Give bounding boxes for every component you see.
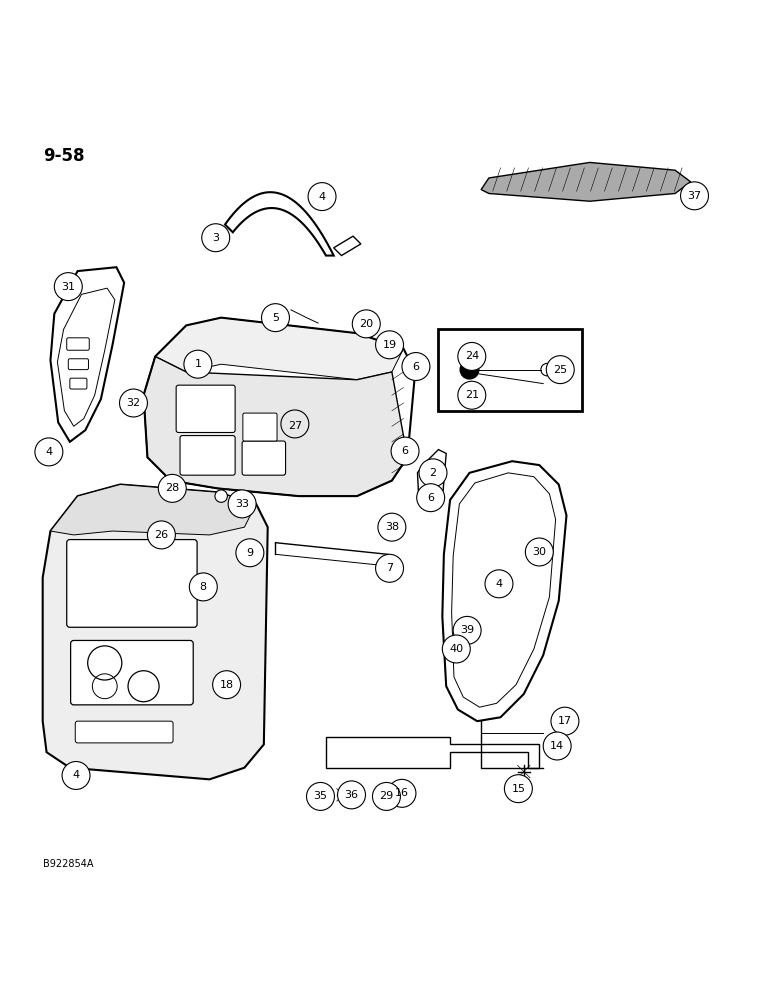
Text: 24: 24 — [465, 351, 479, 361]
Text: 3: 3 — [212, 233, 220, 243]
Text: 4: 4 — [72, 770, 80, 780]
Text: 9-58: 9-58 — [43, 147, 84, 165]
Circle shape — [215, 490, 227, 502]
Polygon shape — [481, 162, 691, 201]
Circle shape — [62, 762, 90, 789]
Circle shape — [504, 775, 532, 803]
Circle shape — [308, 183, 336, 211]
Text: 9: 9 — [246, 548, 254, 558]
Text: 6: 6 — [427, 493, 435, 503]
Text: 21: 21 — [465, 390, 479, 400]
Circle shape — [202, 224, 230, 252]
Text: 15: 15 — [511, 784, 525, 794]
Text: 38: 38 — [385, 522, 399, 532]
Text: 25: 25 — [553, 365, 567, 375]
Text: 4: 4 — [495, 579, 503, 589]
Circle shape — [467, 622, 480, 634]
Text: 26: 26 — [154, 530, 168, 540]
Circle shape — [458, 342, 486, 370]
Circle shape — [189, 573, 217, 601]
Text: 14: 14 — [550, 741, 564, 751]
Polygon shape — [155, 318, 404, 380]
Circle shape — [376, 331, 404, 359]
Circle shape — [681, 182, 708, 210]
Text: 35: 35 — [314, 791, 327, 801]
Circle shape — [546, 356, 574, 384]
Text: 28: 28 — [165, 483, 179, 493]
Text: 39: 39 — [460, 625, 474, 635]
Text: 18: 18 — [220, 680, 234, 690]
Circle shape — [419, 459, 447, 487]
Polygon shape — [50, 484, 256, 535]
Circle shape — [485, 570, 513, 598]
Circle shape — [372, 782, 400, 810]
Text: 4: 4 — [45, 447, 53, 457]
Text: 37: 37 — [688, 191, 702, 201]
Circle shape — [551, 707, 579, 735]
Circle shape — [184, 350, 212, 378]
FancyBboxPatch shape — [67, 540, 197, 627]
Circle shape — [158, 474, 186, 502]
Circle shape — [236, 539, 264, 567]
Text: 7: 7 — [386, 563, 393, 573]
Circle shape — [386, 789, 398, 801]
Text: 8: 8 — [199, 582, 207, 592]
FancyBboxPatch shape — [176, 385, 235, 432]
Circle shape — [262, 304, 289, 332]
FancyBboxPatch shape — [243, 413, 277, 441]
FancyBboxPatch shape — [75, 721, 173, 743]
Circle shape — [120, 389, 147, 417]
Circle shape — [543, 732, 571, 760]
Circle shape — [417, 484, 445, 512]
Circle shape — [338, 781, 365, 809]
Circle shape — [352, 310, 380, 338]
Circle shape — [458, 381, 486, 409]
Circle shape — [388, 779, 416, 807]
Text: 5: 5 — [272, 313, 279, 323]
Bar — [438, 329, 582, 411]
Circle shape — [402, 353, 430, 380]
Circle shape — [442, 635, 470, 663]
Circle shape — [525, 538, 553, 566]
Text: 40: 40 — [449, 644, 463, 654]
Text: 27: 27 — [288, 421, 302, 431]
Circle shape — [561, 715, 573, 727]
Text: 17: 17 — [558, 716, 572, 726]
FancyBboxPatch shape — [242, 441, 286, 475]
Text: 2: 2 — [429, 468, 437, 478]
Text: 36: 36 — [345, 790, 359, 800]
Text: 6: 6 — [401, 446, 409, 456]
Text: 29: 29 — [379, 791, 393, 801]
Polygon shape — [43, 484, 268, 779]
Circle shape — [54, 273, 82, 301]
Text: 31: 31 — [61, 282, 75, 292]
Text: 33: 33 — [235, 499, 249, 509]
Text: 4: 4 — [318, 192, 326, 202]
Circle shape — [460, 360, 479, 379]
Text: 16: 16 — [395, 788, 409, 798]
Circle shape — [378, 513, 406, 541]
Circle shape — [35, 438, 63, 466]
Text: 32: 32 — [126, 398, 140, 408]
Circle shape — [213, 671, 241, 699]
Text: 20: 20 — [359, 319, 373, 329]
Circle shape — [376, 554, 404, 582]
Circle shape — [307, 782, 334, 810]
Text: 1: 1 — [194, 359, 202, 369]
Text: 30: 30 — [532, 547, 546, 557]
Circle shape — [453, 616, 481, 644]
Circle shape — [147, 521, 175, 549]
Circle shape — [228, 490, 256, 518]
FancyBboxPatch shape — [180, 436, 235, 475]
FancyBboxPatch shape — [71, 640, 193, 705]
Text: B922854A: B922854A — [43, 859, 93, 869]
Text: 6: 6 — [412, 362, 420, 372]
Text: 19: 19 — [383, 340, 397, 350]
Circle shape — [391, 437, 419, 465]
Polygon shape — [144, 356, 407, 496]
